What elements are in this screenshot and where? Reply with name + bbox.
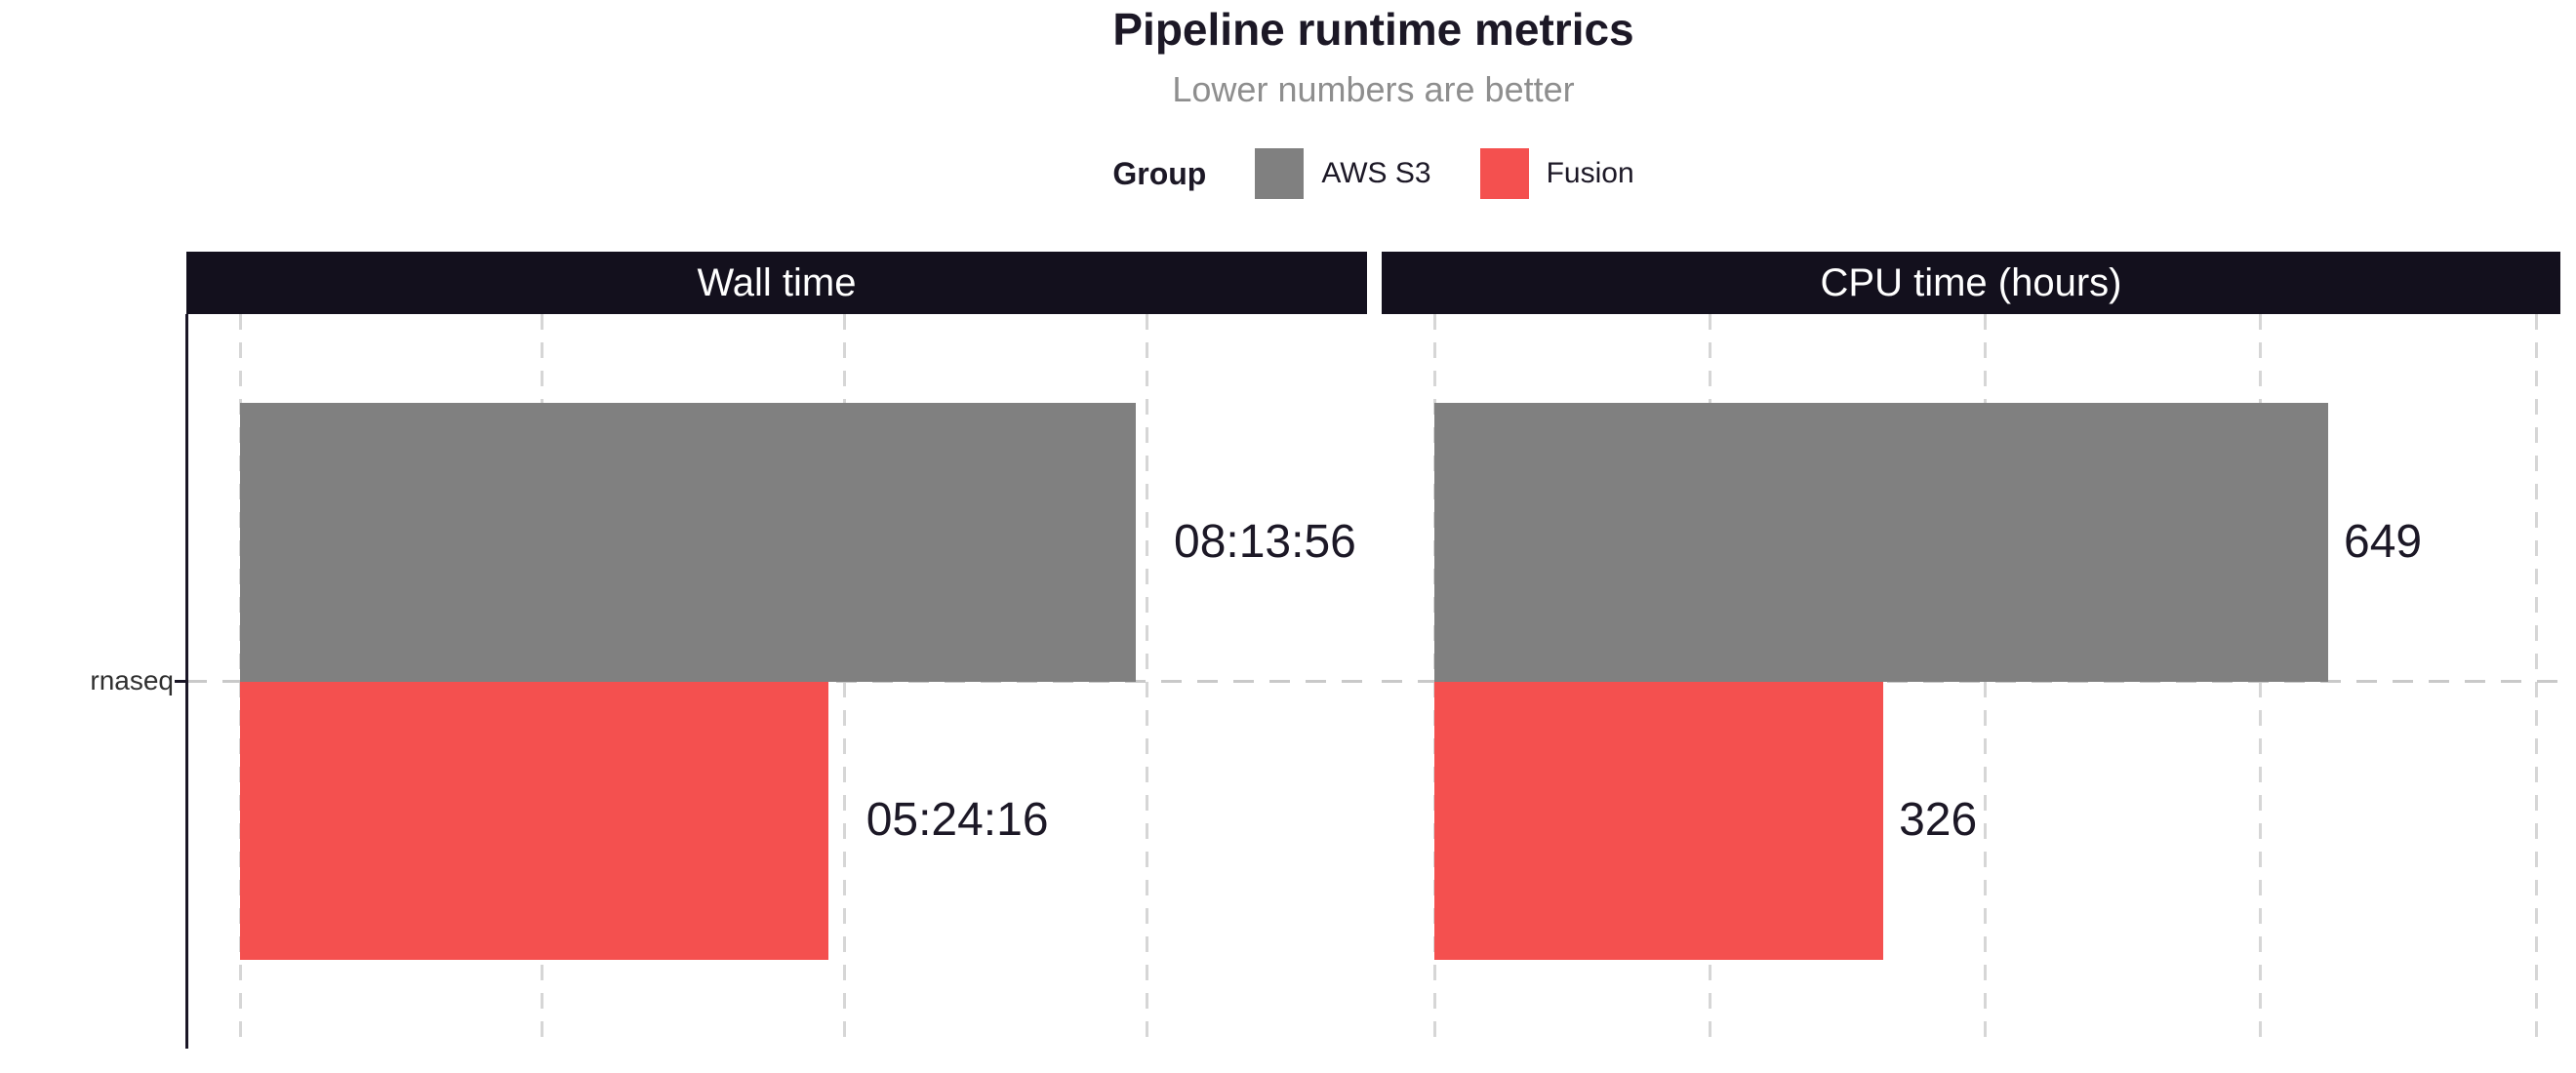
chart-subtitle: Lower numbers are better xyxy=(1172,69,1575,109)
legend-item-label: AWS S3 xyxy=(1321,157,1431,189)
facet-strip: Wall time xyxy=(186,252,1367,314)
chart-title: Pipeline runtime metrics xyxy=(1112,4,1634,55)
legend-swatch xyxy=(1255,148,1305,199)
bar xyxy=(240,681,828,960)
bar-value-label: 08:13:56 xyxy=(1174,515,1356,568)
legend-title: Group xyxy=(1112,155,1207,191)
facet-strip: CPU time (hours) xyxy=(1382,252,2560,314)
bar-value-label: 05:24:16 xyxy=(865,794,1049,847)
y-axis-tick xyxy=(175,680,186,683)
bar xyxy=(240,403,1136,682)
legend-item-label: Fusion xyxy=(1546,157,1634,189)
y-axis-line xyxy=(185,314,188,1049)
bar-value-label: 649 xyxy=(2344,515,2423,568)
bar xyxy=(1434,403,2328,682)
legend: Group AWS S3 Fusion xyxy=(186,146,2560,201)
category-midline xyxy=(1382,680,2560,683)
bar xyxy=(1434,681,1884,960)
legend-swatch xyxy=(1479,148,1529,199)
bar-value-label: 326 xyxy=(1899,794,1978,847)
y-axis-category-label: rnaseq xyxy=(90,665,174,695)
